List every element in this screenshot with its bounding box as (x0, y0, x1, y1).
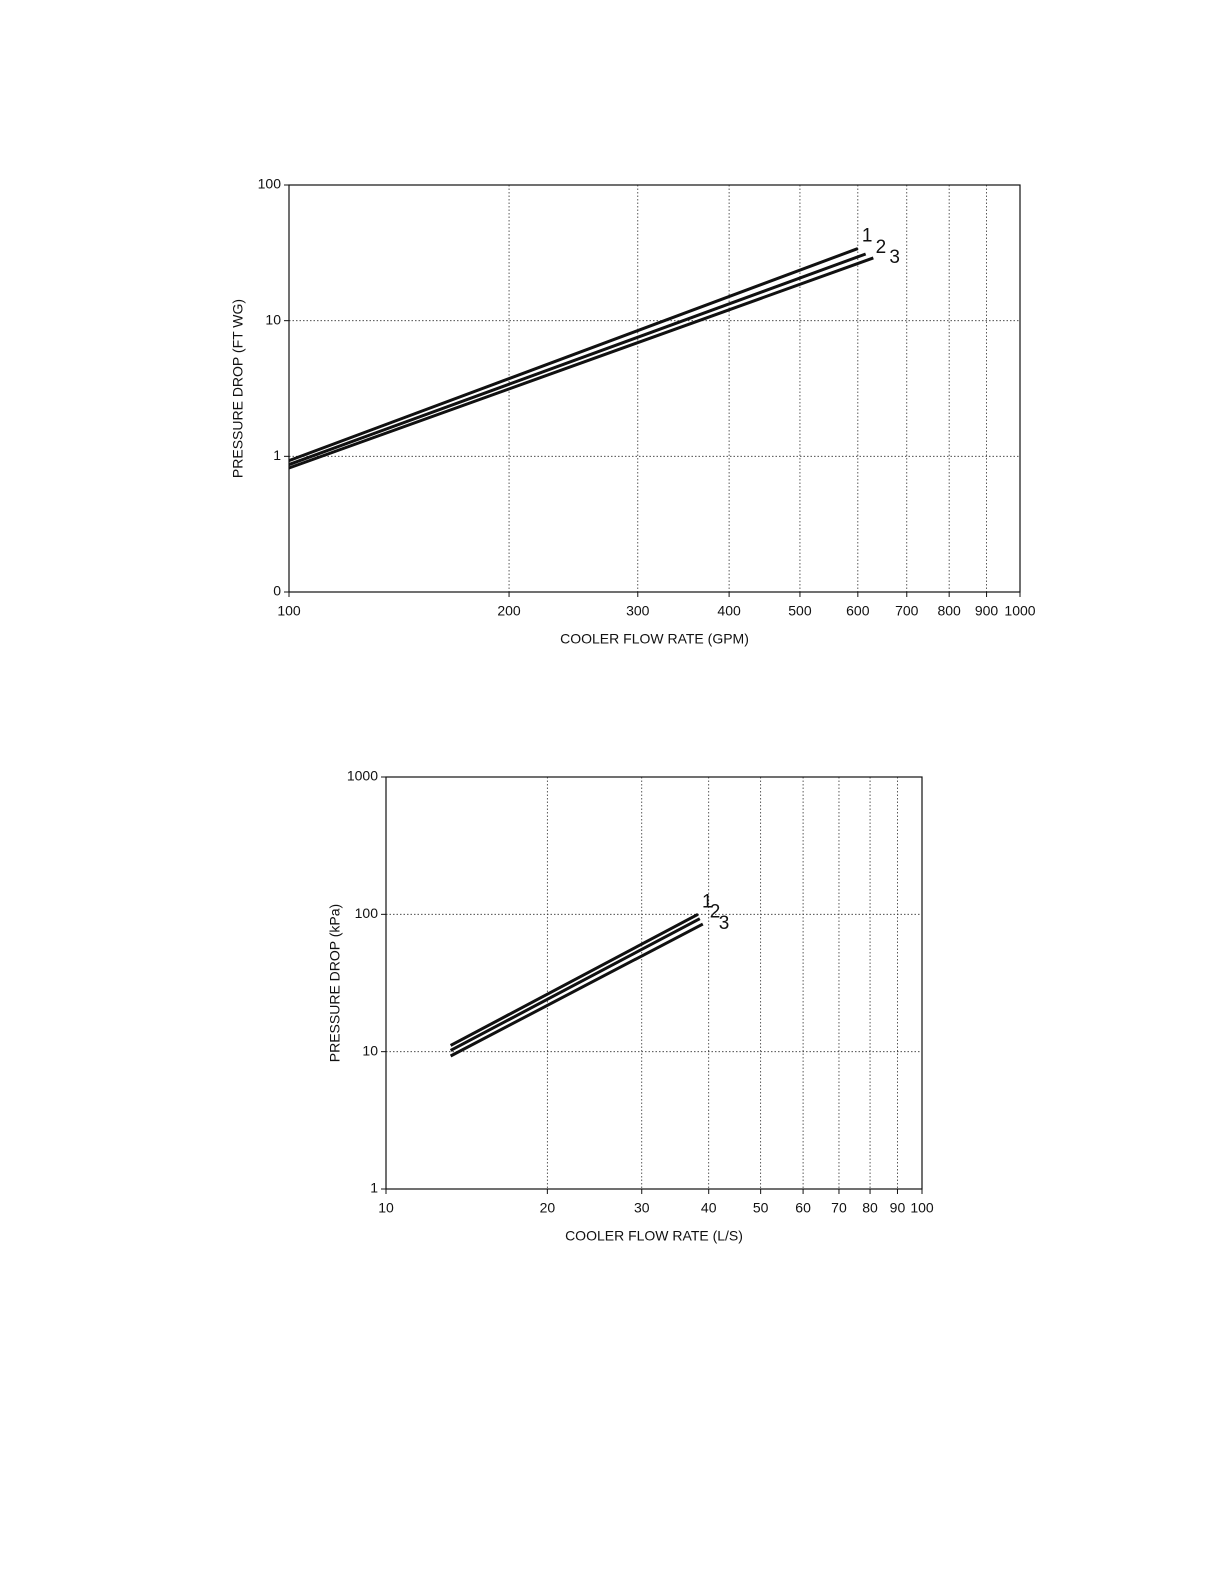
plot-frame (385, 776, 923, 1190)
y-tick-label: 1 (273, 447, 281, 463)
series-label: 1 (862, 226, 873, 247)
x-axis-title: COOLER FLOW RATE (GPM) (560, 631, 749, 647)
x-tick-label: 50 (753, 1200, 769, 1216)
x-tick-label: 200 (497, 603, 521, 619)
y-tick-label: 100 (258, 176, 282, 192)
data-line (288, 252, 867, 466)
x-tick-label: 70 (831, 1200, 847, 1216)
y-axis-title: PRESSURE DROP (FT WG) (230, 299, 246, 478)
x-tick-label: 90 (890, 1200, 906, 1216)
series-label: 3 (719, 913, 730, 934)
x-tick-label: 80 (862, 1200, 878, 1216)
x-tick-label: 700 (895, 603, 919, 619)
x-tick-label: 400 (717, 603, 741, 619)
x-tick-label: 40 (701, 1200, 717, 1216)
x-tick-label: 1000 (1004, 603, 1035, 619)
data-line (288, 256, 874, 470)
data-line (449, 922, 704, 1058)
y-tick-label: 1 (370, 1180, 378, 1196)
data-line (449, 913, 699, 1047)
series-label: 2 (876, 237, 887, 258)
y-tick-label: 0 (273, 583, 281, 599)
x-tick-label: 100 (277, 603, 301, 619)
series-label: 1 (702, 891, 713, 912)
x-tick-label: 30 (634, 1200, 650, 1216)
x-tick-label: 60 (795, 1200, 811, 1216)
x-tick-label: 800 (937, 603, 961, 619)
data-line (449, 917, 701, 1052)
x-tick-label: 500 (788, 603, 812, 619)
x-tick-label: 900 (975, 603, 999, 619)
x-tick-label: 100 (910, 1200, 934, 1216)
x-tick-label: 300 (626, 603, 650, 619)
x-axis-title: COOLER FLOW RATE (L/S) (565, 1228, 743, 1244)
series-label: 2 (710, 902, 721, 923)
x-tick-label: 10 (378, 1200, 394, 1216)
plot-frame (288, 184, 1021, 593)
y-tick-label: 100 (355, 905, 379, 921)
x-tick-label: 600 (846, 603, 870, 619)
y-axis-title: PRESSURE DROP (kPa) (327, 904, 343, 1062)
y-tick-label: 1000 (347, 768, 378, 784)
series-label: 3 (889, 247, 900, 268)
data-line (288, 247, 859, 463)
x-tick-label: 20 (540, 1200, 556, 1216)
y-tick-label: 10 (362, 1042, 378, 1058)
y-tick-label: 10 (265, 311, 281, 327)
